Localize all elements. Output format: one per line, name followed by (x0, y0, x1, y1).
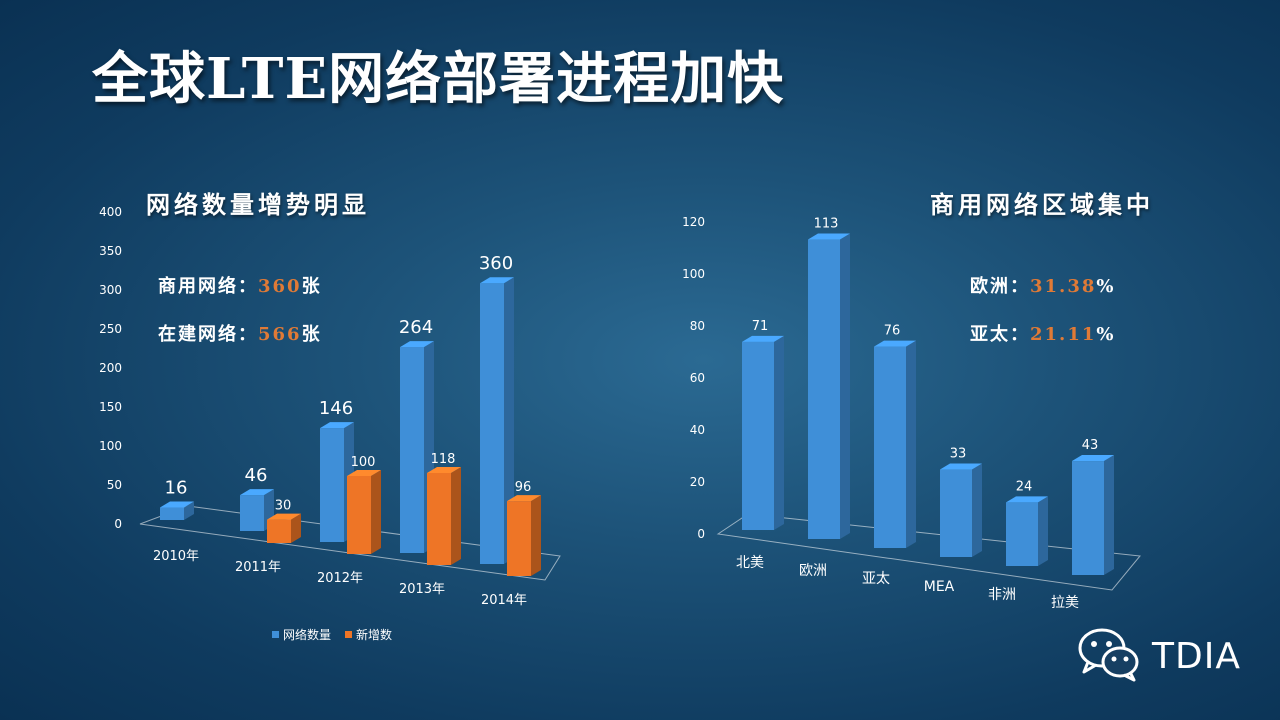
data-label: 100 (351, 455, 376, 470)
x-tick-label: 2013年 (399, 582, 445, 597)
bar-new-count (427, 466, 461, 565)
data-label: 360 (479, 253, 513, 274)
stat-value: 31.38 (1030, 276, 1097, 297)
y-tick-label: 20 (690, 475, 705, 489)
bar-region (1006, 496, 1048, 566)
stat-unit: 张 (301, 324, 322, 345)
stat-unit: % (1096, 276, 1116, 297)
x-tick-label: 非洲 (988, 587, 1016, 603)
data-label: 24 (1016, 479, 1033, 494)
y-tick-label: 40 (690, 423, 705, 437)
data-label: 96 (515, 480, 532, 495)
y-tick-label: 120 (682, 215, 705, 229)
data-label: 76 (884, 324, 901, 339)
bar-new-count (347, 470, 381, 554)
y-tick-label: 50 (107, 478, 122, 492)
x-tick-label: 亚太 (862, 571, 890, 587)
stat-value: 360 (258, 276, 302, 297)
data-label: 264 (399, 317, 433, 338)
commercial-network-stat: 商用网络：360张 (158, 272, 322, 298)
bar-region (940, 463, 982, 557)
y-tick-label: 100 (682, 267, 705, 281)
legend-swatch-blue (272, 631, 279, 638)
data-label: 43 (1082, 438, 1099, 453)
brand-mark: TDIA (1078, 626, 1241, 686)
bar-region (874, 340, 916, 548)
data-label: 33 (950, 447, 967, 462)
y-tick-label: 80 (690, 319, 705, 333)
data-label: 30 (275, 499, 292, 514)
stat-value: 566 (258, 324, 302, 345)
europe-share-stat: 欧洲：31.38% (970, 272, 1115, 298)
bar-network-count (160, 501, 194, 520)
y-tick-label: 0 (697, 527, 705, 541)
legend-item-network-count: 网络数量 (272, 626, 331, 643)
x-tick-label: MEA (924, 579, 955, 595)
slide-title: 全球LTE网络部署进程加快 (92, 46, 785, 112)
y-tick-label: 400 (99, 205, 122, 219)
wechat-icon (1078, 626, 1142, 686)
chart-floor (716, 513, 1141, 591)
y-tick-label: 100 (99, 439, 122, 453)
y-tick-label: 60 (690, 371, 705, 385)
y-tick-label: 150 (99, 400, 122, 414)
bar-region (1072, 455, 1114, 575)
x-tick-label: 2011年 (235, 560, 281, 575)
legend-label: 新增数 (356, 628, 393, 642)
x-tick-label: 2012年 (317, 571, 363, 586)
x-tick-label: 2010年 (153, 549, 199, 564)
y-tick-label: 200 (99, 361, 122, 375)
bar-new-count (267, 513, 301, 543)
x-tick-label: 2014年 (481, 593, 527, 608)
data-label: 46 (245, 465, 268, 486)
left-chart-subtitle: 网络数量增势明显 (146, 190, 370, 219)
stat-value: 21.11 (1030, 324, 1097, 345)
right-chart-subtitle: 商用网络区域集中 (930, 190, 1154, 219)
y-tick-label: 350 (99, 244, 122, 258)
apac-share-stat: 亚太：21.11% (970, 320, 1115, 346)
stat-unit: % (1096, 324, 1116, 345)
data-label: 113 (814, 217, 839, 232)
stat-unit: 张 (301, 276, 322, 297)
data-label: 146 (319, 398, 353, 419)
left-chart-legend: 网络数量 新增数 (272, 626, 392, 643)
stat-label: 商用网络： (158, 276, 258, 297)
x-tick-label: 拉美 (1051, 595, 1079, 611)
bar-region (808, 233, 850, 540)
legend-label: 网络数量 (283, 628, 332, 642)
x-tick-label: 北美 (736, 555, 764, 571)
x-tick-label: 欧洲 (799, 563, 827, 579)
bar-new-count (507, 495, 541, 576)
y-tick-label: 250 (99, 322, 122, 336)
y-tick-label: 300 (99, 283, 122, 297)
data-label: 118 (431, 452, 456, 467)
stat-label: 欧洲： (970, 276, 1030, 297)
bar-region (742, 335, 784, 530)
building-network-stat: 在建网络：566张 (158, 320, 322, 346)
bar-network-count (480, 277, 514, 564)
data-label: 71 (752, 319, 769, 334)
stat-label: 在建网络： (158, 324, 258, 345)
legend-item-new-count: 新增数 (345, 626, 392, 643)
brand-text: TDIA (1152, 635, 1241, 677)
stat-label: 亚太： (970, 324, 1030, 345)
legend-swatch-orange (345, 631, 353, 638)
y-tick-label: 0 (114, 517, 122, 531)
data-label: 16 (165, 478, 188, 499)
